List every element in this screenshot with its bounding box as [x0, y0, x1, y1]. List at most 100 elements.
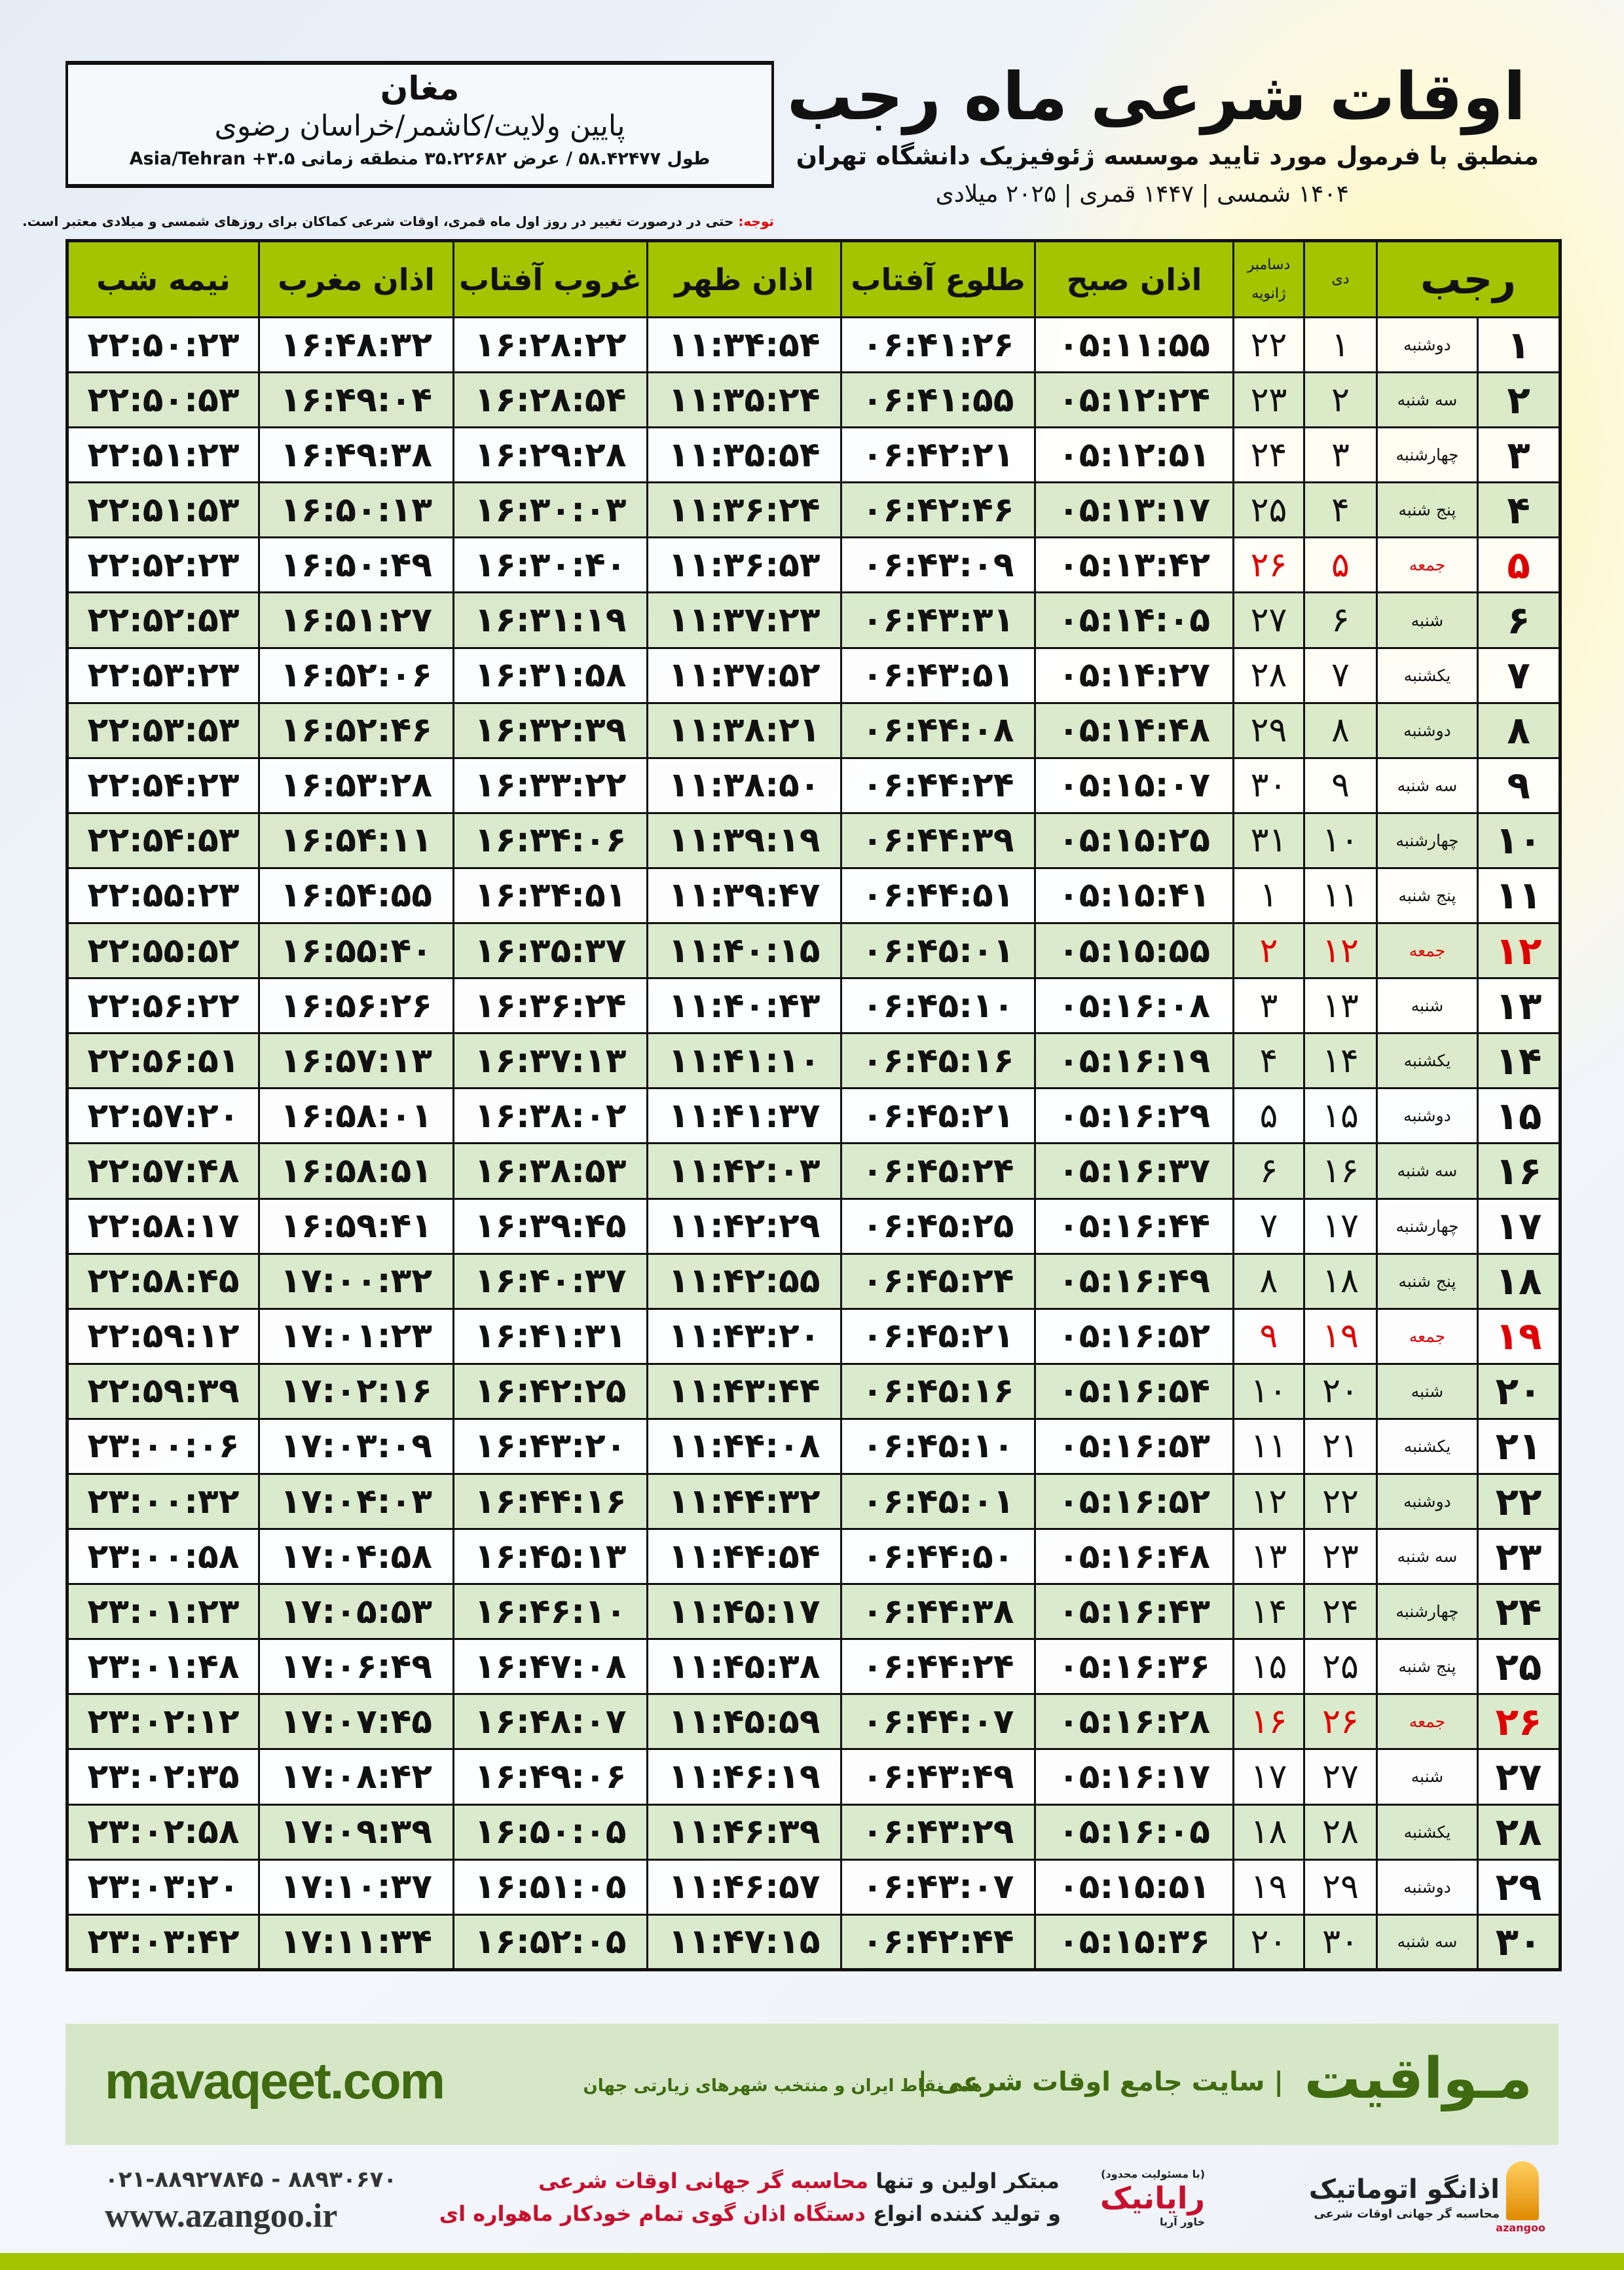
azangoo-tagline: محاسبه گر جهانی اوقات شرعی — [1314, 2207, 1500, 2221]
gregorian-day: ۲۸ — [1232, 646, 1305, 704]
dey-day: ۳۰ — [1303, 1913, 1378, 1971]
weekday: جمعه — [1375, 1693, 1479, 1751]
sunset-time: ۱۶:۴۵:۱۳ — [452, 1528, 648, 1586]
dey-day: ۱۳ — [1303, 977, 1378, 1035]
fajr-time: ۰۵:۱۶:۰۸ — [1034, 977, 1234, 1035]
sunset-time: ۱۶:۳۸:۵۳ — [452, 1142, 648, 1200]
maghrib-time: ۱۶:۵۴:۵۵ — [258, 866, 454, 925]
dhuhr-time: ۱۱:۴۳:۲۰ — [646, 1307, 842, 1365]
sunset-time: ۱۶:۳۱:۵۸ — [452, 646, 648, 704]
azangoo-link[interactable]: www.azangoo.ir — [105, 2197, 338, 2235]
sunset-time: ۱۶:۲۹:۲۸ — [452, 426, 648, 484]
midnight-time: ۲۲:۵۳:۵۳ — [66, 701, 260, 759]
sunset-time: ۱۶:۴۱:۳۱ — [452, 1307, 648, 1365]
phone-numbers: ۰۲۱-۸۸۹۲۷۸۴۵ - ۸۸۹۳۰۶۷۰ — [105, 2167, 397, 2193]
mavaqeet-banner: مـواقیت | سایت جامع اوقات شرعی | همه نقا… — [65, 2024, 1559, 2145]
table-row: ۲۰ شنبه ۲۰ ۱۰ ۰۵:۱۶:۵۴ ۰۶:۴۵:۱۶ ۱۱:۴۳:۴۴ ۱۶:۴۲:… — [66, 1362, 1562, 1420]
sunrise-time: ۰۶:۴۲:۴۶ — [840, 481, 1036, 539]
sunrise-time: ۰۶:۴۵:۰۱ — [840, 1472, 1036, 1531]
sunrise-time: ۰۶:۴۱:۵۵ — [840, 371, 1036, 429]
banner-slogan: | سایت جامع اوقات شرعی | — [917, 2067, 1284, 2097]
maghrib-time: ۱۶:۵۵:۴۰ — [258, 922, 454, 980]
midnight-time: ۲۲:۵۳:۲۳ — [66, 646, 260, 704]
midnight-time: ۲۲:۵۹:۳۹ — [66, 1362, 260, 1420]
dey-day: ۲۲ — [1303, 1472, 1378, 1531]
mavaqeet-link[interactable]: mavaqeet.com — [105, 2052, 445, 2110]
table-row: ۳ چهارشنبه ۳ ۲۴ ۰۵:۱۲:۵۱ ۰۶:۴۲:۲۱ ۱۱:۳۵:۵۴ ۱۶:۲… — [66, 426, 1562, 484]
notice-text: حتی در درصورت تغییر در روز اول ماه قمری،… — [22, 214, 739, 229]
rajab-day: ۱ — [1477, 316, 1562, 374]
rajab-day: ۲۲ — [1477, 1472, 1562, 1531]
midnight-time: ۲۳:۰۱:۲۳ — [66, 1583, 260, 1641]
gregorian-day: ۲۳ — [1232, 371, 1305, 429]
header-maghrib: اذان مغرب — [258, 240, 454, 318]
midnight-time: ۲۲:۵۵:۲۳ — [66, 866, 260, 925]
midnight-time: ۲۲:۵۰:۲۳ — [66, 316, 260, 374]
gregorian-day: ۶ — [1232, 1142, 1305, 1200]
header-gregorian: دسامبر ژانویه — [1232, 240, 1305, 318]
midnight-time: ۲۳:۰۲:۱۲ — [66, 1693, 260, 1751]
table-row: ۱۸ پنج شنبه ۱۸ ۸ ۰۵:۱۶:۴۹ ۰۶:۴۵:۲۴ ۱۱:۴۲:۵۵ ۱۶:… — [66, 1252, 1562, 1310]
maghrib-time: ۱۶:۵۴:۱۱ — [258, 811, 454, 869]
maghrib-time: ۱۷:۰۷:۴۵ — [258, 1693, 454, 1751]
sunrise-time: ۰۶:۴۳:۲۹ — [840, 1803, 1036, 1861]
maghrib-time: ۱۷:۰۲:۱۶ — [258, 1362, 454, 1420]
weekday: جمعه — [1375, 1307, 1479, 1365]
dhuhr-time: ۱۱:۴۶:۵۷ — [646, 1858, 842, 1916]
fajr-time: ۰۵:۱۵:۳۶ — [1034, 1913, 1234, 1971]
rayanik-logo: (با مسئولیت محدود) رایانیک خاور آریا — [1100, 2168, 1205, 2228]
dey-day: ۸ — [1303, 701, 1378, 759]
dey-day: ۱۵ — [1303, 1087, 1378, 1145]
midnight-time: ۲۲:۵۹:۱۲ — [66, 1307, 260, 1365]
midnight-time: ۲۲:۵۴:۵۳ — [66, 811, 260, 869]
dey-day: ۷ — [1303, 646, 1378, 704]
sunset-time: ۱۶:۴۶:۱۰ — [452, 1583, 648, 1641]
dhuhr-time: ۱۱:۴۶:۱۹ — [646, 1748, 842, 1806]
weekday: چهارشنبه — [1375, 426, 1479, 484]
weekday: یکشنبه — [1375, 1032, 1479, 1090]
table-row: ۱۳ شنبه ۱۳ ۳ ۰۵:۱۶:۰۸ ۰۶:۴۵:۱۰ ۱۱:۴۰:۴۳ ۱۶:۳۶:۲… — [66, 977, 1562, 1035]
dhuhr-time: ۱۱:۳۷:۵۲ — [646, 646, 842, 704]
dey-day: ۳ — [1303, 426, 1378, 484]
fajr-time: ۰۵:۱۳:۴۲ — [1034, 536, 1234, 594]
sunrise-time: ۰۶:۴۳:۰۷ — [840, 1858, 1036, 1916]
city-name: مغان — [380, 69, 460, 107]
maghrib-time: ۱۶:۵۰:۴۹ — [258, 536, 454, 594]
dhuhr-time: ۱۱:۳۸:۵۰ — [646, 756, 842, 814]
dey-day: ۱۷ — [1303, 1197, 1378, 1255]
rajab-day: ۷ — [1477, 646, 1562, 704]
dey-day: ۲ — [1303, 371, 1378, 429]
midnight-time: ۲۲:۵۵:۵۲ — [66, 922, 260, 980]
dhuhr-time: ۱۱:۴۳:۴۴ — [646, 1362, 842, 1420]
sunset-time: ۱۶:۳۴:۵۱ — [452, 866, 648, 925]
table-row: ۲۳ سه شنبه ۲۳ ۱۳ ۰۵:۱۶:۴۸ ۰۶:۴۴:۵۰ ۱۱:۴۴:۵۴ ۱۶:… — [66, 1528, 1562, 1586]
midnight-time: ۲۳:۰۱:۴۸ — [66, 1638, 260, 1696]
dey-day: ۱۴ — [1303, 1032, 1378, 1090]
fajr-time: ۰۵:۱۶:۴۹ — [1034, 1252, 1234, 1310]
sunset-time: ۱۶:۴۸:۰۷ — [452, 1693, 648, 1751]
sunrise-time: ۰۶:۴۲:۲۱ — [840, 426, 1036, 484]
table-row: ۲۹ دوشنبه ۲۹ ۱۹ ۰۵:۱۵:۵۱ ۰۶:۴۳:۰۷ ۱۱:۴۶:۵۷ ۱۶:۵… — [66, 1858, 1562, 1916]
gregorian-day: ۱۴ — [1232, 1583, 1305, 1641]
fajr-time: ۰۵:۱۶:۵۳ — [1034, 1417, 1234, 1475]
rajab-day: ۱۱ — [1477, 866, 1562, 925]
weekday: شنبه — [1375, 1748, 1479, 1806]
rajab-day: ۱۲ — [1477, 922, 1562, 980]
dey-day: ۲۸ — [1303, 1803, 1378, 1861]
dhuhr-time: ۱۱:۴۲:۵۵ — [646, 1252, 842, 1310]
maghrib-time: ۱۷:۰۳:۰۹ — [258, 1417, 454, 1475]
dhuhr-time: ۱۱:۳۷:۲۳ — [646, 591, 842, 649]
sunrise-time: ۰۶:۴۵:۱۰ — [840, 1417, 1036, 1475]
weekday: یکشنبه — [1375, 1803, 1479, 1861]
dey-day: ۹ — [1303, 756, 1378, 814]
fajr-time: ۰۵:۱۶:۳۷ — [1034, 1142, 1234, 1200]
rajab-day: ۲۴ — [1477, 1583, 1562, 1641]
sunset-time: ۱۶:۳۱:۱۹ — [452, 591, 648, 649]
gregorian-day: ۹ — [1232, 1307, 1305, 1365]
rajab-day: ۱۰ — [1477, 811, 1562, 869]
maghrib-time: ۱۶:۴۹:۳۸ — [258, 426, 454, 484]
midnight-time: ۲۳:۰۳:۴۲ — [66, 1913, 260, 1971]
fajr-time: ۰۵:۱۶:۰۵ — [1034, 1803, 1234, 1861]
gregorian-day: ۱۶ — [1232, 1693, 1305, 1751]
dhuhr-time: ۱۱:۴۱:۳۷ — [646, 1087, 842, 1145]
